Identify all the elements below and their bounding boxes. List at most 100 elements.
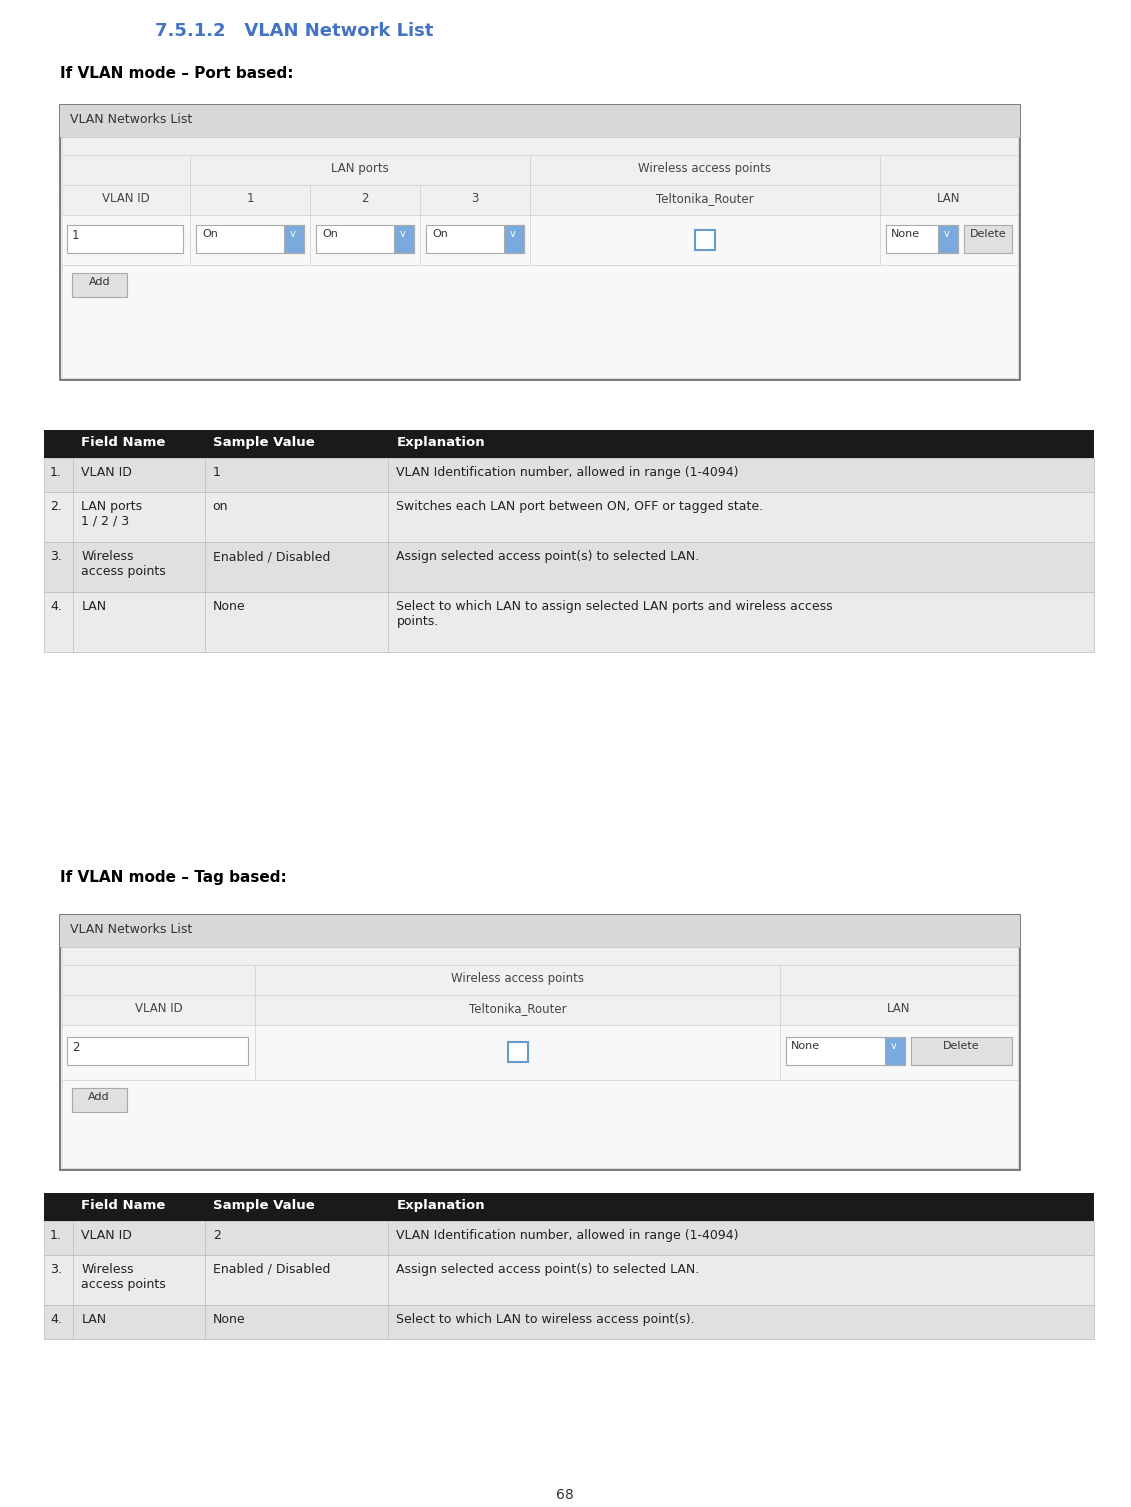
Bar (426, 225, 524, 253)
Text: LAN ports
1 / 2 / 3: LAN ports 1 / 2 / 3 (81, 500, 143, 527)
Bar (62, 137, 1018, 155)
Bar (316, 225, 414, 253)
Text: Delete: Delete (969, 229, 1007, 240)
Text: 4.: 4. (50, 1313, 62, 1326)
Text: If VLAN mode – Port based:: If VLAN mode – Port based: (60, 66, 294, 81)
Bar (62, 137, 1018, 378)
Text: VLAN ID: VLAN ID (81, 1230, 132, 1242)
Bar (44, 543, 1094, 592)
Text: 3.: 3. (50, 550, 62, 564)
Bar (190, 185, 310, 216)
Text: Switches each LAN port between ON, OFF or tagged state.: Switches each LAN port between ON, OFF o… (396, 500, 763, 512)
Text: 4.: 4. (50, 600, 62, 613)
Bar (880, 185, 1018, 216)
Bar (44, 429, 1094, 458)
Bar (504, 225, 524, 253)
Text: Add: Add (88, 1093, 110, 1102)
Text: None: None (891, 229, 921, 240)
Bar (44, 1194, 1094, 1221)
Bar (62, 946, 1018, 1168)
Text: Select to which LAN to assign selected LAN ports and wireless access
points.: Select to which LAN to assign selected L… (396, 600, 834, 628)
Text: Enabled / Disabled: Enabled / Disabled (213, 550, 330, 564)
Text: Select to which LAN to wireless access point(s).: Select to which LAN to wireless access p… (396, 1313, 696, 1326)
Text: LAN: LAN (81, 600, 106, 613)
Text: Explanation: Explanation (396, 436, 485, 449)
Bar (780, 995, 1018, 1025)
Text: If VLAN mode – Tag based:: If VLAN mode – Tag based: (60, 870, 287, 885)
Bar (284, 225, 304, 253)
Bar (786, 1037, 905, 1065)
Bar (394, 225, 414, 253)
Text: 1.: 1. (50, 466, 62, 479)
Text: v: v (290, 229, 295, 240)
Text: 1: 1 (72, 229, 79, 243)
Bar (310, 185, 420, 216)
Bar (67, 1037, 248, 1065)
Text: Sample Value: Sample Value (213, 436, 314, 449)
Text: VLAN Identification number, allowed in range (1-4094): VLAN Identification number, allowed in r… (396, 466, 739, 479)
Bar (44, 592, 1094, 653)
Text: Wireless
access points: Wireless access points (81, 550, 166, 579)
Text: VLAN Networks List: VLAN Networks List (70, 922, 192, 936)
Bar (72, 273, 127, 297)
Bar (910, 1037, 1012, 1065)
Text: v: v (891, 1041, 897, 1050)
Text: Delete: Delete (943, 1041, 979, 1050)
Bar (190, 155, 530, 185)
Text: LAN: LAN (938, 191, 960, 205)
Text: on: on (213, 500, 228, 512)
Bar (62, 265, 1018, 378)
Text: Teltonika_Router: Teltonika_Router (656, 191, 754, 205)
Text: VLAN Networks List: VLAN Networks List (70, 113, 192, 127)
Text: Enabled / Disabled: Enabled / Disabled (213, 1263, 330, 1276)
Bar (60, 105, 1020, 137)
Bar (60, 915, 1020, 1169)
Bar (420, 216, 530, 265)
Text: LAN: LAN (887, 1002, 910, 1016)
Bar (62, 1081, 1018, 1168)
Text: Teltonika_Router: Teltonika_Router (468, 1002, 567, 1016)
Bar (72, 1088, 127, 1112)
Bar (880, 155, 1018, 185)
Bar (880, 216, 1018, 265)
Bar (964, 225, 1012, 253)
Text: Wireless
access points: Wireless access points (81, 1263, 166, 1291)
Bar (254, 995, 780, 1025)
Text: 2.: 2. (50, 500, 62, 512)
Text: On: On (322, 229, 338, 240)
Bar (62, 155, 190, 185)
Text: LAN ports: LAN ports (331, 161, 389, 175)
Text: Wireless access points: Wireless access points (639, 161, 771, 175)
Bar (938, 225, 958, 253)
Bar (62, 964, 254, 995)
Text: Assign selected access point(s) to selected LAN.: Assign selected access point(s) to selec… (396, 1263, 700, 1276)
Text: VLAN Identification number, allowed in range (1-4094): VLAN Identification number, allowed in r… (396, 1230, 739, 1242)
Bar (44, 1255, 1094, 1305)
Bar (780, 1025, 1018, 1081)
Text: VLAN ID: VLAN ID (81, 466, 132, 479)
Bar (884, 1037, 905, 1065)
Text: 7.5.1.2   VLAN Network List: 7.5.1.2 VLAN Network List (155, 23, 433, 41)
Text: Field Name: Field Name (81, 1200, 166, 1212)
Bar (530, 185, 880, 216)
Text: 1: 1 (213, 466, 221, 479)
Bar (44, 1221, 1094, 1255)
Text: v: v (400, 229, 406, 240)
Bar (62, 995, 254, 1025)
Text: VLAN ID: VLAN ID (102, 191, 150, 205)
Text: 2: 2 (361, 191, 369, 205)
Text: 2: 2 (72, 1041, 79, 1053)
Text: v: v (943, 229, 950, 240)
Text: 68: 68 (556, 1487, 573, 1502)
Bar (886, 225, 958, 253)
Bar (508, 1041, 527, 1062)
Text: Wireless access points: Wireless access points (451, 972, 584, 986)
Text: None: None (791, 1041, 820, 1050)
Bar (190, 216, 310, 265)
Bar (420, 185, 530, 216)
Bar (696, 231, 715, 250)
Text: 2: 2 (213, 1230, 221, 1242)
Bar (310, 216, 420, 265)
Bar (530, 155, 880, 185)
Text: 1.: 1. (50, 1230, 62, 1242)
